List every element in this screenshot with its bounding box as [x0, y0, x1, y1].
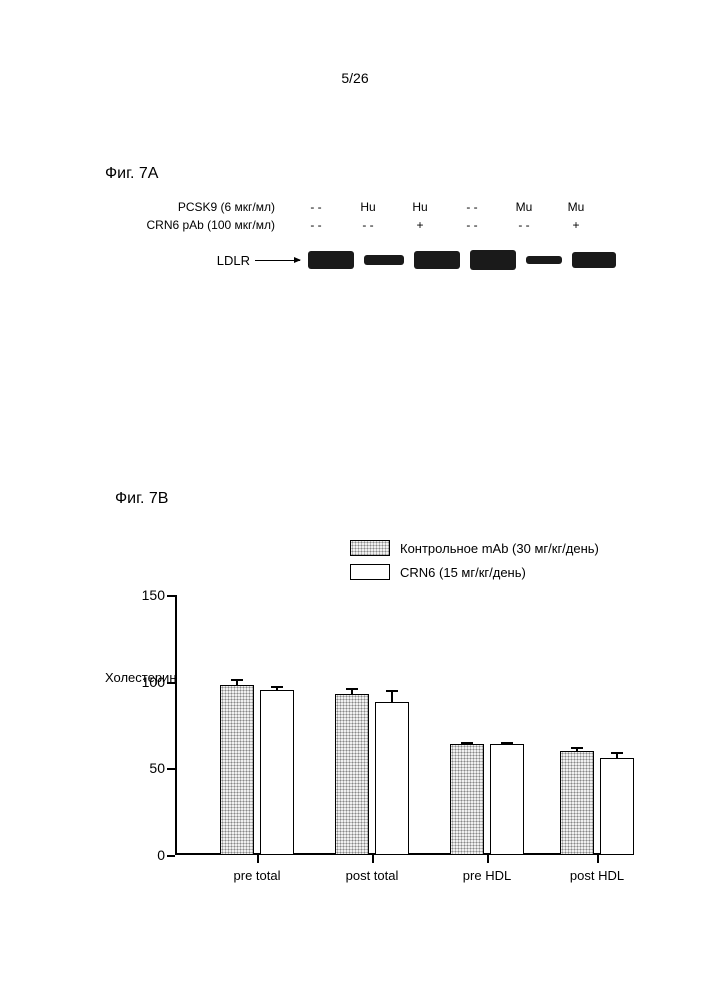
- blot-band: [572, 252, 616, 268]
- ldlr-label: LDLR: [105, 253, 255, 268]
- bar: [490, 744, 524, 855]
- arrow-icon: [255, 260, 300, 261]
- bar-group: [220, 685, 294, 855]
- y-tick-label: 0: [135, 847, 165, 863]
- blot-row-pcsk9: PCSK9 (6 мкг/мл) - - Hu Hu - - Mu Mu: [105, 200, 635, 214]
- y-axis: [175, 595, 177, 855]
- x-axis-label: post total: [346, 868, 399, 883]
- blot-cell: - -: [342, 218, 394, 232]
- error-cap: [611, 752, 623, 754]
- error-bar: [391, 690, 393, 704]
- error-cap: [346, 688, 358, 690]
- y-tick: [167, 595, 175, 597]
- x-axis-label: pre total: [234, 868, 281, 883]
- blot-band: [470, 250, 516, 270]
- error-cap: [461, 742, 473, 744]
- blot-cell: - -: [290, 218, 342, 232]
- blot-cell: Hu: [342, 200, 394, 214]
- blot-band: [526, 256, 562, 264]
- error-bar: [466, 742, 468, 745]
- error-bar: [616, 752, 618, 759]
- bar: [450, 744, 484, 855]
- x-tick: [372, 855, 374, 863]
- page-number: 5/26: [341, 70, 368, 86]
- blot-cell: Hu: [394, 200, 446, 214]
- blot-cell: Mu: [550, 200, 602, 214]
- blot-bands: [308, 250, 616, 270]
- legend-text: Контрольное mAb (30 мг/кг/день): [400, 541, 599, 556]
- error-bar: [236, 679, 238, 686]
- chart-legend: Контрольное mAb (30 мг/кг/день) CRN6 (15…: [350, 540, 599, 588]
- blot-row-label: CRN6 pAb (100 мкг/мл): [105, 218, 290, 232]
- error-cap: [271, 686, 283, 688]
- x-tick: [487, 855, 489, 863]
- bar: [260, 690, 294, 855]
- y-tick-label: 150: [135, 587, 165, 603]
- blot-row-crn6: CRN6 pAb (100 мкг/мл) - - - - + - - - - …: [105, 218, 635, 232]
- blot-band: [308, 251, 354, 269]
- bar-group: [560, 751, 634, 855]
- blot-cell: +: [550, 218, 602, 232]
- bar: [600, 758, 634, 855]
- blot-row-values: - - - - + - - - - +: [290, 218, 602, 232]
- blot-row-label: PCSK9 (6 мкг/мл): [105, 200, 290, 214]
- bar-group: [450, 744, 524, 855]
- blot-band: [414, 251, 460, 269]
- x-tick: [257, 855, 259, 863]
- bar: [335, 694, 369, 855]
- blot-band: [364, 255, 404, 265]
- bar: [560, 751, 594, 855]
- legend-item: CRN6 (15 мг/кг/день): [350, 564, 599, 580]
- bar-chart: Контрольное mAb (30 мг/кг/день) CRN6 (15…: [115, 540, 635, 900]
- y-tick-label: 50: [135, 760, 165, 776]
- blot-cell: Mu: [498, 200, 550, 214]
- legend-swatch-dotted: [350, 540, 390, 556]
- y-tick: [167, 682, 175, 684]
- error-cap: [231, 679, 243, 681]
- bar-group: [335, 694, 409, 855]
- blot-cell: - -: [446, 218, 498, 232]
- y-tick-label: 100: [135, 674, 165, 690]
- blot-cell: - -: [498, 218, 550, 232]
- legend-item: Контрольное mAb (30 мг/кг/день): [350, 540, 599, 556]
- error-bar: [576, 747, 578, 752]
- error-bar: [351, 688, 353, 695]
- blot-cell: - -: [446, 200, 498, 214]
- error-cap: [386, 690, 398, 692]
- x-axis-label: pre HDL: [463, 868, 511, 883]
- blot-cell: +: [394, 218, 446, 232]
- bar: [220, 685, 254, 855]
- bar: [375, 702, 409, 855]
- x-tick: [597, 855, 599, 863]
- error-bar: [276, 686, 278, 691]
- western-blot-panel: PCSK9 (6 мкг/мл) - - Hu Hu - - Mu Mu CRN…: [105, 200, 635, 270]
- legend-text: CRN6 (15 мг/кг/день): [400, 565, 526, 580]
- fig7b-label: Фиг. 7B: [115, 490, 168, 508]
- fig7a-label: Фиг. 7A: [105, 165, 158, 183]
- ldlr-row: LDLR: [105, 250, 635, 270]
- y-tick: [167, 855, 175, 857]
- blot-row-values: - - Hu Hu - - Mu Mu: [290, 200, 602, 214]
- error-cap: [571, 747, 583, 749]
- error-cap: [501, 742, 513, 744]
- blot-cell: - -: [290, 200, 342, 214]
- chart-plot-area: 050100150pre totalpost totalpre HDLpost …: [175, 595, 615, 855]
- x-axis-label: post HDL: [570, 868, 624, 883]
- error-bar: [506, 742, 508, 745]
- y-tick: [167, 768, 175, 770]
- legend-swatch-white: [350, 564, 390, 580]
